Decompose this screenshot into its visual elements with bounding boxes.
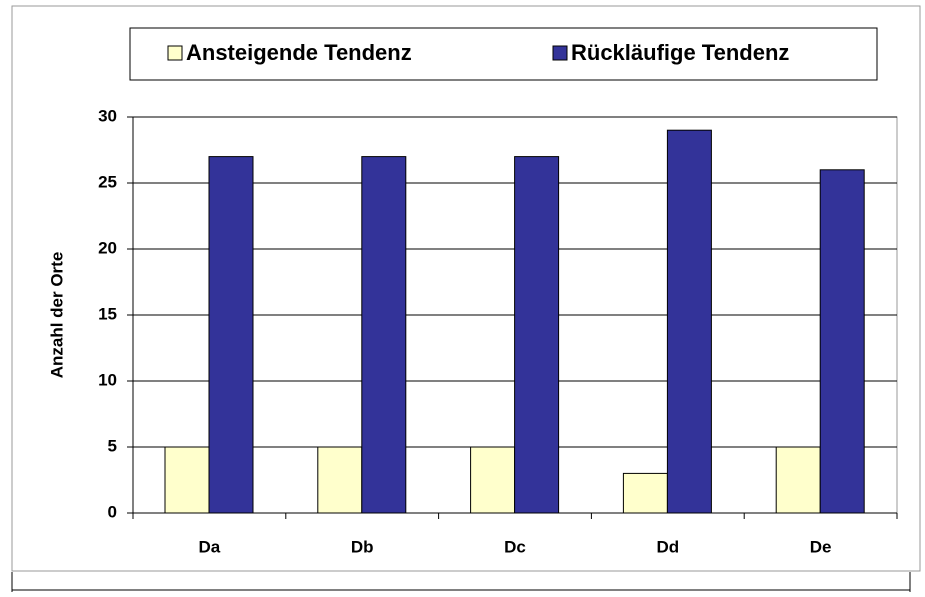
y-tick-label: 30 <box>98 106 117 125</box>
x-tick-label: Da <box>199 537 221 556</box>
legend-swatch <box>552 45 568 61</box>
x-tick-label: Dd <box>656 537 679 556</box>
bar <box>317 446 363 514</box>
bar <box>208 156 254 514</box>
y-tick-label: 0 <box>108 502 117 521</box>
y-axis-title: Anzahl der Orte <box>47 252 66 379</box>
bar <box>470 446 516 514</box>
y-tick-label: 20 <box>98 238 117 257</box>
bar <box>622 472 668 514</box>
y-tick-label: 10 <box>98 370 117 389</box>
y-tick-label: 25 <box>98 172 117 191</box>
bar <box>164 446 210 514</box>
legend-swatch <box>167 45 183 61</box>
legend-label: Ansteigende Tendenz <box>186 40 412 65</box>
x-tick-label: De <box>810 537 832 556</box>
bar <box>514 156 560 514</box>
legend-box <box>129 27 878 81</box>
bar <box>819 169 865 514</box>
bar <box>361 156 407 514</box>
x-tick-label: Dc <box>504 537 526 556</box>
x-tick-label: Db <box>351 537 374 556</box>
legend-label: Rückläufige Tendenz <box>571 40 789 65</box>
bar <box>666 129 712 514</box>
bar <box>775 446 821 514</box>
y-tick-label: 5 <box>108 436 117 455</box>
y-tick-label: 15 <box>98 304 117 323</box>
